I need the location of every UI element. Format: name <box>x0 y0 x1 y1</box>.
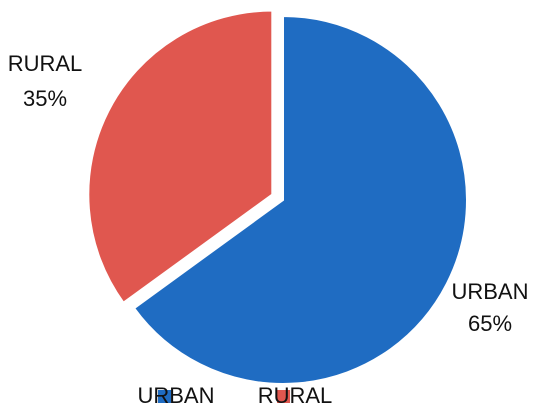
legend-label: URBAN <box>137 383 214 408</box>
slice-label-value: 65% <box>468 311 512 336</box>
legend-label: RURAL <box>258 383 333 408</box>
slice-label-value: 35% <box>23 86 67 111</box>
slice-label-name: RURAL <box>8 51 83 76</box>
legend-swatch <box>158 390 171 403</box>
legend-swatch <box>277 390 291 403</box>
pie-slice <box>132 14 468 385</box>
slice-label-name: URBAN <box>451 279 528 304</box>
pie-slice <box>87 9 274 305</box>
